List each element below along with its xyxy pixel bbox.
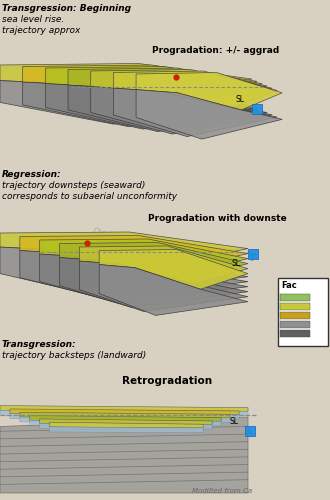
- Polygon shape: [20, 250, 248, 300]
- Polygon shape: [114, 88, 277, 136]
- Polygon shape: [50, 422, 203, 428]
- Bar: [280, 303, 310, 310]
- Polygon shape: [79, 261, 248, 312]
- Text: corresponds to subaerial unconformity: corresponds to subaerial unconformity: [2, 192, 177, 201]
- Bar: [280, 294, 310, 301]
- Text: trajectory backsteps (landward): trajectory backsteps (landward): [2, 351, 146, 360]
- Polygon shape: [79, 246, 248, 284]
- Polygon shape: [59, 258, 248, 308]
- Polygon shape: [0, 80, 252, 124]
- Polygon shape: [45, 66, 262, 101]
- Bar: [280, 312, 310, 319]
- Text: Transgression:: Transgression:: [2, 340, 77, 349]
- Text: Fac: Fac: [281, 281, 297, 290]
- Polygon shape: [20, 412, 230, 418]
- Polygon shape: [99, 250, 248, 289]
- Text: Progradation with downste: Progradation with downste: [148, 214, 287, 223]
- Bar: [280, 330, 310, 337]
- Polygon shape: [0, 417, 248, 493]
- Polygon shape: [0, 247, 248, 296]
- Text: geicsareastome.com: geicsareastome.com: [89, 224, 211, 296]
- Polygon shape: [91, 86, 272, 134]
- Polygon shape: [68, 85, 267, 132]
- Polygon shape: [0, 64, 252, 96]
- Polygon shape: [40, 424, 212, 429]
- Polygon shape: [136, 90, 282, 139]
- Polygon shape: [30, 420, 221, 426]
- Text: trajectory approx: trajectory approx: [2, 26, 81, 35]
- Text: Progradation: +/- aggrad: Progradation: +/- aggrad: [152, 46, 279, 55]
- Text: SL: SL: [236, 96, 245, 104]
- Polygon shape: [10, 414, 239, 419]
- Bar: [252, 104, 262, 114]
- Text: Transgression: Beginning: Transgression: Beginning: [2, 4, 131, 13]
- Bar: [245, 426, 255, 436]
- Polygon shape: [0, 410, 248, 416]
- Text: Modified from Ca: Modified from Ca: [192, 488, 252, 494]
- Text: Regression:: Regression:: [2, 170, 62, 179]
- Polygon shape: [99, 264, 248, 316]
- Text: trajectory downsteps (seaward): trajectory downsteps (seaward): [2, 181, 146, 190]
- Polygon shape: [59, 242, 248, 279]
- Polygon shape: [0, 232, 248, 264]
- Polygon shape: [40, 419, 212, 424]
- Polygon shape: [40, 239, 248, 274]
- Polygon shape: [23, 82, 257, 126]
- Polygon shape: [40, 254, 248, 304]
- Polygon shape: [91, 70, 272, 106]
- Bar: [278, 278, 328, 346]
- Polygon shape: [68, 68, 267, 103]
- Polygon shape: [136, 72, 282, 110]
- Bar: [248, 249, 258, 259]
- Text: sea level rise.: sea level rise.: [2, 15, 64, 24]
- Polygon shape: [10, 409, 239, 414]
- Polygon shape: [45, 84, 262, 129]
- Polygon shape: [20, 236, 248, 269]
- Polygon shape: [30, 416, 221, 422]
- Polygon shape: [23, 65, 257, 98]
- Polygon shape: [50, 427, 203, 432]
- Bar: [280, 321, 310, 328]
- Text: Retrogradation: Retrogradation: [122, 376, 212, 386]
- Polygon shape: [0, 406, 248, 411]
- Text: SL: SL: [232, 258, 241, 268]
- Polygon shape: [114, 71, 277, 108]
- Text: SL: SL: [229, 418, 238, 426]
- Polygon shape: [20, 417, 230, 422]
